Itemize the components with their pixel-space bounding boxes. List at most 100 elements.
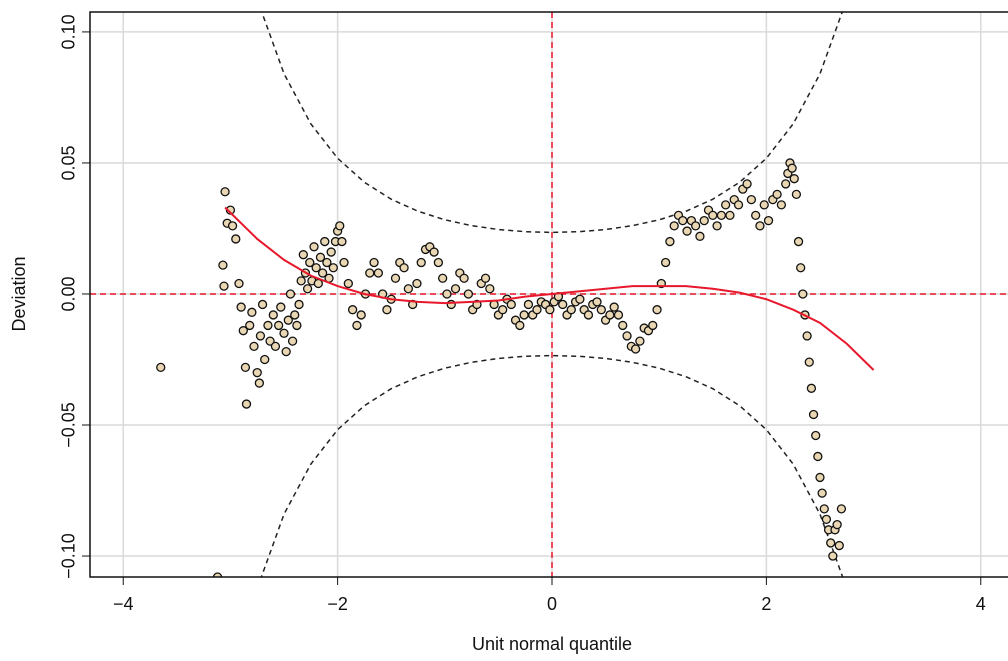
- point: [787, 163, 797, 173]
- point: [416, 257, 426, 268]
- point: [292, 320, 302, 331]
- x-tick-label: 4: [976, 594, 986, 614]
- point: [156, 362, 166, 373]
- point: [238, 326, 248, 336]
- point: [836, 504, 847, 514]
- point: [622, 331, 632, 341]
- point: [759, 200, 769, 210]
- point: [279, 328, 289, 338]
- point: [583, 310, 594, 320]
- point: [682, 226, 692, 236]
- point: [826, 538, 836, 548]
- point: [532, 305, 542, 315]
- point: [802, 331, 812, 341]
- point: [220, 187, 230, 197]
- point: [311, 263, 321, 273]
- point: [231, 234, 241, 244]
- point: [515, 320, 525, 331]
- point: [613, 310, 624, 320]
- point: [268, 310, 278, 320]
- point: [412, 278, 422, 289]
- point: [832, 519, 842, 530]
- point: [438, 273, 448, 283]
- x-tick-label: 0: [547, 594, 557, 614]
- point: [459, 273, 469, 283]
- point: [433, 257, 444, 268]
- point: [240, 362, 251, 373]
- point: [808, 409, 819, 420]
- point: [699, 215, 709, 226]
- point: [566, 305, 576, 315]
- point: [813, 451, 823, 462]
- point: [252, 367, 262, 378]
- point: [302, 284, 313, 294]
- point: [276, 302, 286, 312]
- point: [218, 260, 228, 270]
- y-axis-title: Deviation: [9, 256, 29, 331]
- point: [446, 299, 456, 310]
- point: [781, 179, 791, 189]
- point: [287, 336, 298, 346]
- point: [339, 257, 349, 268]
- point: [281, 346, 291, 357]
- point: [755, 221, 765, 231]
- point: [592, 297, 602, 307]
- point: [806, 383, 817, 393]
- point: [212, 572, 223, 577]
- point: [695, 231, 705, 241]
- point: [403, 284, 414, 294]
- point: [665, 236, 675, 247]
- point: [605, 310, 615, 320]
- point: [399, 263, 409, 273]
- y-tick-label: 0.00: [59, 276, 79, 311]
- point: [545, 305, 555, 315]
- point: [320, 236, 330, 247]
- point: [498, 305, 508, 315]
- point: [373, 268, 383, 278]
- plot-area: [90, 12, 1008, 577]
- point: [450, 284, 461, 294]
- point: [772, 189, 782, 200]
- y-tick-label: 0.05: [59, 145, 79, 180]
- point: [260, 354, 270, 365]
- point: [382, 305, 392, 315]
- x-tick-label: 2: [761, 594, 771, 614]
- point: [296, 276, 306, 286]
- point: [652, 305, 662, 315]
- point: [485, 284, 495, 294]
- point: [742, 179, 752, 189]
- point: [249, 341, 259, 352]
- point: [776, 200, 787, 210]
- point: [309, 242, 319, 252]
- point: [227, 221, 238, 231]
- point: [480, 273, 491, 283]
- point: [236, 302, 246, 312]
- point: [219, 281, 229, 291]
- point: [678, 215, 688, 226]
- point: [290, 310, 300, 320]
- band-upper: [260, 12, 844, 234]
- point: [821, 514, 832, 524]
- point: [635, 336, 645, 346]
- point: [712, 221, 722, 231]
- point: [523, 299, 534, 310]
- point: [390, 273, 401, 283]
- point: [609, 302, 619, 312]
- point: [234, 278, 244, 289]
- point: [811, 430, 821, 441]
- point: [834, 540, 844, 551]
- point: [298, 250, 308, 260]
- point: [796, 263, 806, 273]
- band-lower: [260, 354, 844, 577]
- point: [791, 189, 802, 200]
- point: [596, 305, 606, 315]
- plot-frame: [89, 11, 1008, 578]
- point: [241, 399, 252, 409]
- point: [789, 174, 799, 184]
- point: [343, 278, 353, 289]
- point: [274, 320, 284, 331]
- point: [618, 320, 628, 331]
- point: [725, 210, 735, 221]
- point: [798, 289, 808, 299]
